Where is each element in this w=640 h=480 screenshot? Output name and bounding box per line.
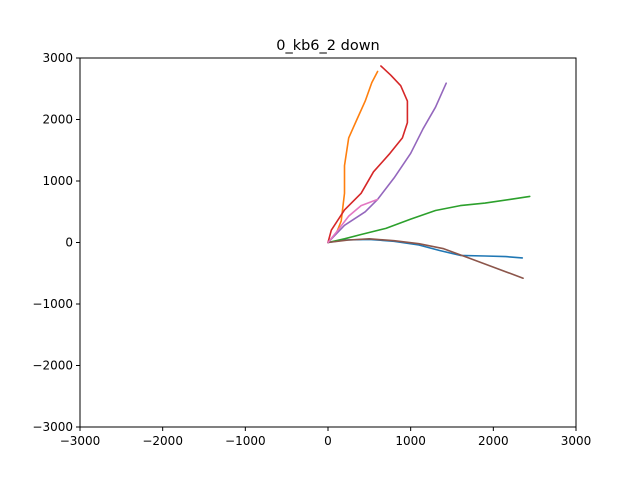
x-axis: −3000 −2000 −1000 0 1000 2000 3000 [60,427,592,448]
series-line-4 [327,65,409,244]
x-tick-label: −3000 [60,434,101,448]
x-tick-label: −1000 [225,434,266,448]
x-tick-label: 2000 [478,434,509,448]
x-tick-label: 3000 [561,434,592,448]
x-tick-label: −2000 [142,434,183,448]
y-tick-label: −3000 [32,420,73,434]
series-line-3 [327,195,531,244]
series-layer [327,65,531,280]
y-tick-label: −2000 [32,359,73,373]
y-tick-label: −1000 [32,297,73,311]
x-tick-label: 0 [324,434,332,448]
series-line-1 [327,238,524,259]
y-tick-label: 1000 [42,174,73,188]
y-tick-label: 2000 [42,113,73,127]
chart-title: 0_kb6_2 down [276,38,380,54]
series-line-2 [327,70,379,244]
y-tick-label: 0 [65,236,73,250]
y-tick-label: 3000 [42,51,73,65]
series-line-7 [327,198,379,244]
series-line-6 [327,238,524,280]
x-tick-label: 1000 [395,434,426,448]
y-axis: −3000 −2000 −1000 0 1000 2000 3000 [32,51,80,434]
series-line-5 [327,82,448,244]
